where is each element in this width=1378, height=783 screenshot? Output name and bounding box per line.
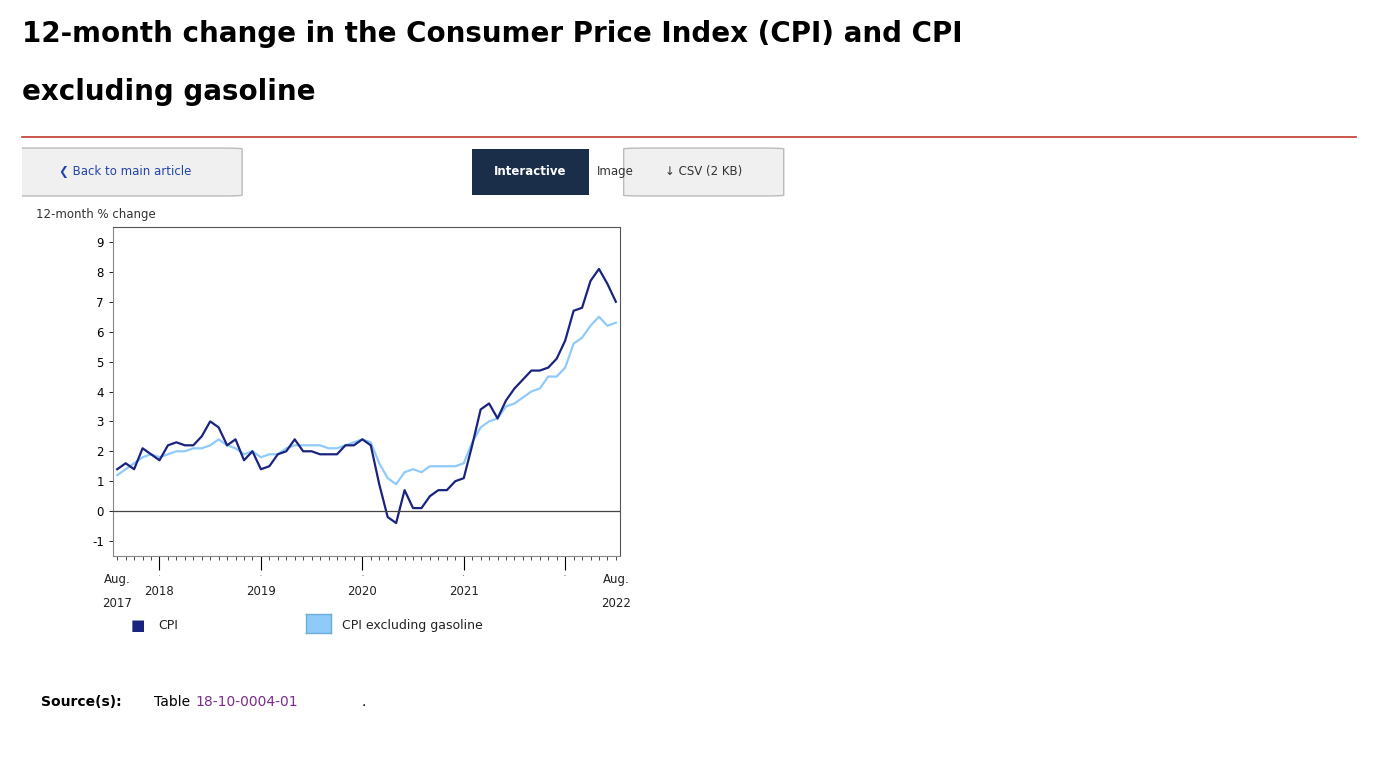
Text: excluding gasoline: excluding gasoline xyxy=(22,78,316,106)
Text: 2019: 2019 xyxy=(245,585,276,598)
Text: .: . xyxy=(361,695,365,709)
Text: Aug.: Aug. xyxy=(103,573,131,586)
FancyBboxPatch shape xyxy=(8,148,243,196)
Text: 2018: 2018 xyxy=(145,585,175,598)
Text: Aug.: Aug. xyxy=(602,573,630,586)
Text: CPI excluding gasoline: CPI excluding gasoline xyxy=(342,619,482,632)
FancyBboxPatch shape xyxy=(471,149,588,195)
Text: Interactive: Interactive xyxy=(495,165,566,178)
Text: CPI: CPI xyxy=(158,619,178,632)
Text: 18-10-0004-01: 18-10-0004-01 xyxy=(196,695,298,709)
Text: 2020: 2020 xyxy=(347,585,378,598)
Text: 2017: 2017 xyxy=(102,597,132,611)
FancyBboxPatch shape xyxy=(624,148,784,196)
Text: 2022: 2022 xyxy=(601,597,631,611)
Text: ❮ Back to main article: ❮ Back to main article xyxy=(59,165,192,178)
Text: 2021: 2021 xyxy=(449,585,478,598)
Text: 12-month change in the Consumer Price Index (CPI) and CPI: 12-month change in the Consumer Price In… xyxy=(22,20,963,48)
Text: Table: Table xyxy=(154,695,190,709)
Text: Image: Image xyxy=(597,165,634,178)
Text: Source(s):: Source(s): xyxy=(41,695,123,709)
Text: 12-month % change: 12-month % change xyxy=(36,207,156,221)
Text: ↓ CSV (2 KB): ↓ CSV (2 KB) xyxy=(666,165,743,178)
Text: ■: ■ xyxy=(131,618,145,633)
